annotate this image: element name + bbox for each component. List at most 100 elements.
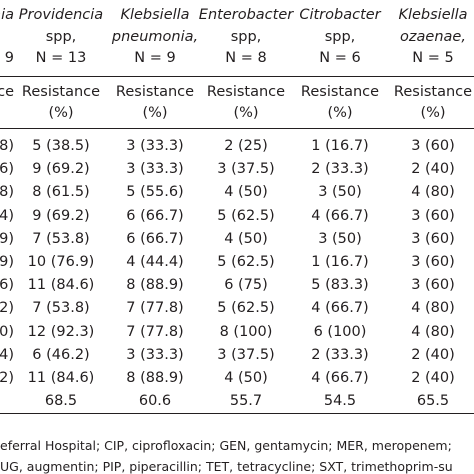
header-cell: Klebsiella (120, 7, 190, 23)
cell: 5 (83.3) (311, 277, 369, 294)
header-rule (0, 76, 474, 77)
cell: 11 (84.6) (27, 277, 95, 294)
cell: 5 (55.6) (126, 184, 184, 201)
cell: 5 (62.5) (217, 207, 275, 224)
cell: 4 (66.7) (311, 207, 369, 224)
cell: 5 (62.5) (217, 254, 275, 270)
cell: 4 (66.7) (311, 370, 369, 386)
header-cell: spp, (230, 29, 262, 45)
cell: 9) (0, 230, 14, 247)
cell: 3 (37.5) (217, 346, 275, 363)
cell: 7 (77.8) (126, 300, 184, 317)
bottom-rule (0, 413, 474, 414)
cell: 7 (53.8) (32, 230, 90, 247)
cell: 2 (33.3) (311, 161, 369, 178)
cell: 9) (0, 254, 14, 270)
cell: 11 (84.6) (27, 370, 95, 386)
cell: 4 (66.7) (311, 300, 369, 317)
cell: 3 (60) (411, 230, 455, 247)
cell: 2 (40) (411, 346, 455, 363)
cell: 4) (0, 207, 14, 224)
cell: 0) (0, 323, 14, 340)
cell: 2 (40) (411, 370, 455, 386)
subheader-cell: Resistance (21, 84, 101, 100)
cell: 3 (60) (411, 138, 455, 154)
total-cell: 65.5 (416, 393, 450, 410)
header-cell: pneumonia, (111, 29, 199, 45)
header-cell: Enterobacter (198, 7, 294, 23)
subheader-cell: (%) (233, 105, 259, 121)
cell: 8 (61.5) (32, 184, 90, 201)
header-cell: nia (0, 7, 14, 23)
footnote: eferral Hospital; CIP, ciprofloxacin; GE… (0, 438, 452, 453)
cell: 4) (0, 346, 14, 363)
cell: 6) (0, 161, 14, 178)
header-cell: spp, (45, 29, 77, 45)
total-cell: 55.7 (229, 393, 263, 410)
cell: 4 (50) (224, 370, 268, 386)
cell: 6 (66.7) (126, 230, 184, 247)
cell: 3 (33.3) (126, 346, 184, 363)
cell: 7 (77.8) (126, 323, 184, 340)
cell: 4 (80) (411, 300, 455, 317)
cell: 12 (92.3) (27, 323, 95, 340)
cell: 2) (0, 300, 14, 317)
subheader-cell: Resistance (206, 84, 286, 100)
subheader-cell: (%) (48, 105, 74, 121)
cell: 3 (50) (318, 184, 362, 201)
cell: 3 (60) (411, 277, 455, 294)
cell: 8 (88.9) (126, 277, 184, 294)
subheader-cell: Resistance (115, 84, 195, 100)
cell: 4 (50) (224, 184, 268, 201)
cell: 2) (0, 370, 14, 386)
cell: 8) (0, 138, 14, 154)
cell: 4 (50) (224, 230, 268, 247)
total-cell: 60.6 (138, 393, 172, 410)
header-cell: 9 (4, 50, 14, 66)
cell: 3 (60) (411, 207, 455, 224)
total-cell: 54.5 (323, 393, 357, 410)
cell: 7 (53.8) (32, 300, 90, 317)
cell: 3 (50) (318, 230, 362, 247)
cell: 2 (25) (224, 138, 268, 154)
header-cell: Providencia (18, 7, 104, 23)
cell: 6 (75) (224, 277, 268, 294)
cell: 2 (40) (411, 161, 455, 178)
subheader-rule (0, 128, 474, 129)
cell: 9 (69.2) (32, 207, 90, 224)
cell: 3 (37.5) (217, 161, 275, 178)
cell: 2 (33.3) (311, 346, 369, 363)
subheader-cell: nce (0, 84, 14, 100)
cell: 8 (100) (219, 323, 273, 340)
cell: 6 (46.2) (32, 346, 90, 363)
subheader-cell: Resistance (393, 84, 473, 100)
cell: 4 (80) (411, 323, 455, 340)
cell: 1 (16.7) (311, 138, 369, 154)
cell: 8 (88.9) (126, 370, 184, 386)
subheader-cell: (%) (420, 105, 446, 121)
cell: 6 (66.7) (126, 207, 184, 224)
header-cell: N = 9 (134, 50, 176, 66)
cell: 9 (69.2) (32, 161, 90, 178)
cell: 1 (16.7) (311, 254, 369, 270)
footnote: UG, augmentin; PIP, piperacillin; TET, t… (0, 459, 453, 474)
total-cell: 68.5 (44, 393, 78, 410)
cell: 5 (62.5) (217, 300, 275, 317)
subheader-cell: (%) (142, 105, 168, 121)
header-cell: spp, (324, 29, 356, 45)
header-cell: Citrobacter (299, 7, 381, 23)
cell: 3 (60) (411, 254, 455, 270)
header-cell: ozaenae, (400, 29, 466, 45)
header-cell: N = 8 (225, 50, 267, 66)
cell: 10 (76.9) (27, 254, 95, 270)
subheader-cell: Resistance (300, 84, 380, 100)
cell: 5 (38.5) (32, 138, 90, 154)
header-cell: N = 6 (319, 50, 361, 66)
cell: 4 (80) (411, 184, 455, 201)
header-cell: N = 5 (412, 50, 454, 66)
subheader-cell: (%) (327, 105, 353, 121)
cell: 6) (0, 277, 14, 294)
cell: 4 (44.4) (126, 254, 184, 270)
header-cell: N = 13 (35, 50, 87, 66)
